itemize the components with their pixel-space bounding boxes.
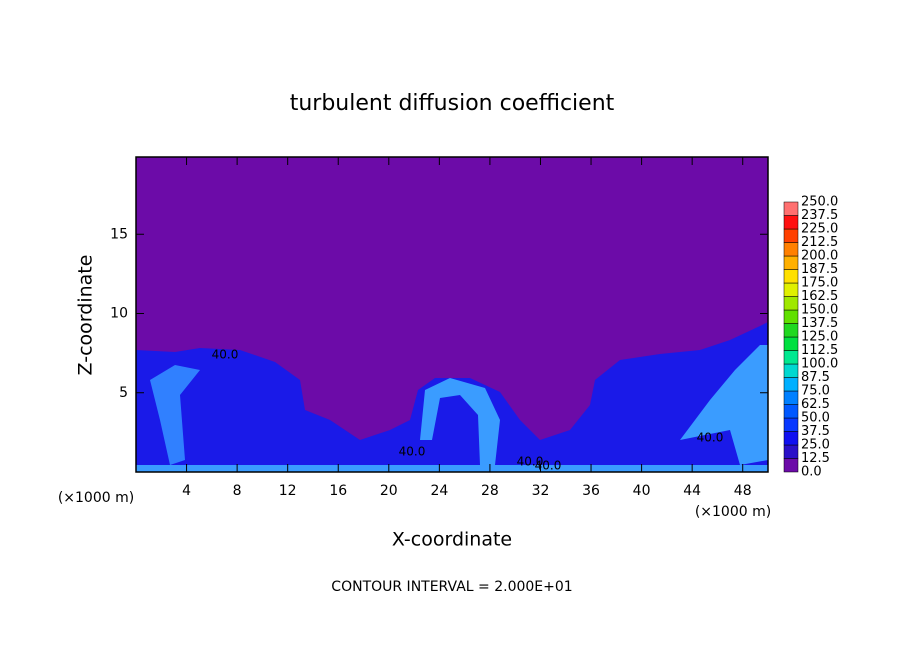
colorbar-label: 150.0	[801, 303, 838, 318]
colorbar-swatch	[783, 390, 799, 405]
colorbar-label: 137.5	[801, 316, 838, 331]
colorbar-swatch	[783, 363, 799, 378]
x-tick-label: 12	[279, 483, 297, 499]
x-tick-label: 8	[233, 483, 242, 499]
colorbar-swatch	[783, 444, 799, 459]
plot-frame	[135, 156, 769, 473]
colorbar-label: 200.0	[801, 249, 838, 264]
contour-label: 40.0	[212, 348, 239, 362]
x-tick-label: 20	[380, 483, 398, 499]
colorbar-label: 175.0	[801, 276, 838, 291]
x-unit: (×1000 m)	[58, 490, 134, 506]
colorbar-label: 212.5	[801, 235, 838, 250]
y-tick-label: 5	[119, 385, 128, 401]
colorbar-swatch	[783, 255, 799, 270]
x-tick-label: 48	[734, 483, 752, 499]
x-tick-label: 28	[481, 483, 499, 499]
x-tick-label: 44	[683, 483, 701, 499]
x-unit: (×1000 m)	[695, 504, 771, 520]
colorbar-label: 112.5	[801, 343, 838, 358]
colorbar-label: 62.5	[801, 397, 830, 412]
colorbar-label: 125.0	[801, 330, 838, 345]
colorbar-label: 87.5	[801, 370, 830, 385]
colorbar-label: 75.0	[801, 384, 830, 399]
colorbar-swatch	[783, 282, 799, 297]
colorbar-swatch	[783, 309, 799, 324]
x-tick-label: 32	[532, 483, 550, 499]
colorbar-swatch	[783, 350, 799, 365]
colorbar-label: 100.0	[801, 357, 838, 372]
colorbar-label: 237.5	[801, 208, 838, 223]
field-region	[150, 365, 200, 465]
contour-label: 40.0	[399, 445, 426, 459]
colorbar-swatch	[783, 458, 799, 473]
contour-label: 40.0	[697, 431, 724, 445]
x-axis-label: X-coordinate	[392, 529, 512, 551]
field-region	[136, 322, 768, 472]
chart-title: turbulent diffusion coefficient	[290, 91, 615, 116]
field	[136, 157, 768, 472]
contour-label: 40.0	[535, 459, 562, 473]
colorbar-swatch	[783, 215, 799, 230]
colorbar-label: 162.5	[801, 289, 838, 304]
x-tick-label: 40	[633, 483, 651, 499]
y-tick-label: 10	[110, 306, 128, 322]
footer: CONTOUR INTERVAL = 2.000E+01	[331, 579, 572, 595]
colorbar-swatch	[783, 336, 799, 351]
colorbar-swatch	[783, 242, 799, 257]
x-tick-label: 4	[182, 483, 191, 499]
field-region	[680, 345, 768, 465]
colorbar-label: 187.5	[801, 262, 838, 277]
x-tick-label: 36	[582, 483, 600, 499]
colorbar-swatch	[783, 323, 799, 338]
colorbar-swatch	[783, 296, 799, 311]
colorbar-swatch	[783, 431, 799, 446]
colorbar-swatch	[783, 228, 799, 243]
colorbar-swatch	[783, 201, 799, 216]
colorbar-label: 37.5	[801, 424, 830, 439]
colorbar-swatch	[783, 377, 799, 392]
colorbar-label: 50.0	[801, 411, 830, 426]
y-tick-label: 15	[110, 226, 128, 242]
colorbar-label: 0.0	[801, 465, 822, 480]
colorbar-label: 25.0	[801, 438, 830, 453]
contour-label: 40.0	[517, 455, 544, 469]
y-axis-label: Z-coordinate	[75, 255, 97, 376]
colorbar-label: 225.0	[801, 222, 838, 237]
colorbar-swatch	[783, 404, 799, 419]
x-tick-label: 24	[430, 483, 448, 499]
colorbar-swatch	[783, 269, 799, 284]
colorbar-label: 12.5	[801, 451, 830, 466]
field-region	[136, 465, 768, 472]
colorbar-label: 250.0	[801, 195, 838, 210]
x-tick-label: 16	[329, 483, 347, 499]
field-region	[420, 378, 500, 465]
colorbar-swatch	[783, 417, 799, 432]
